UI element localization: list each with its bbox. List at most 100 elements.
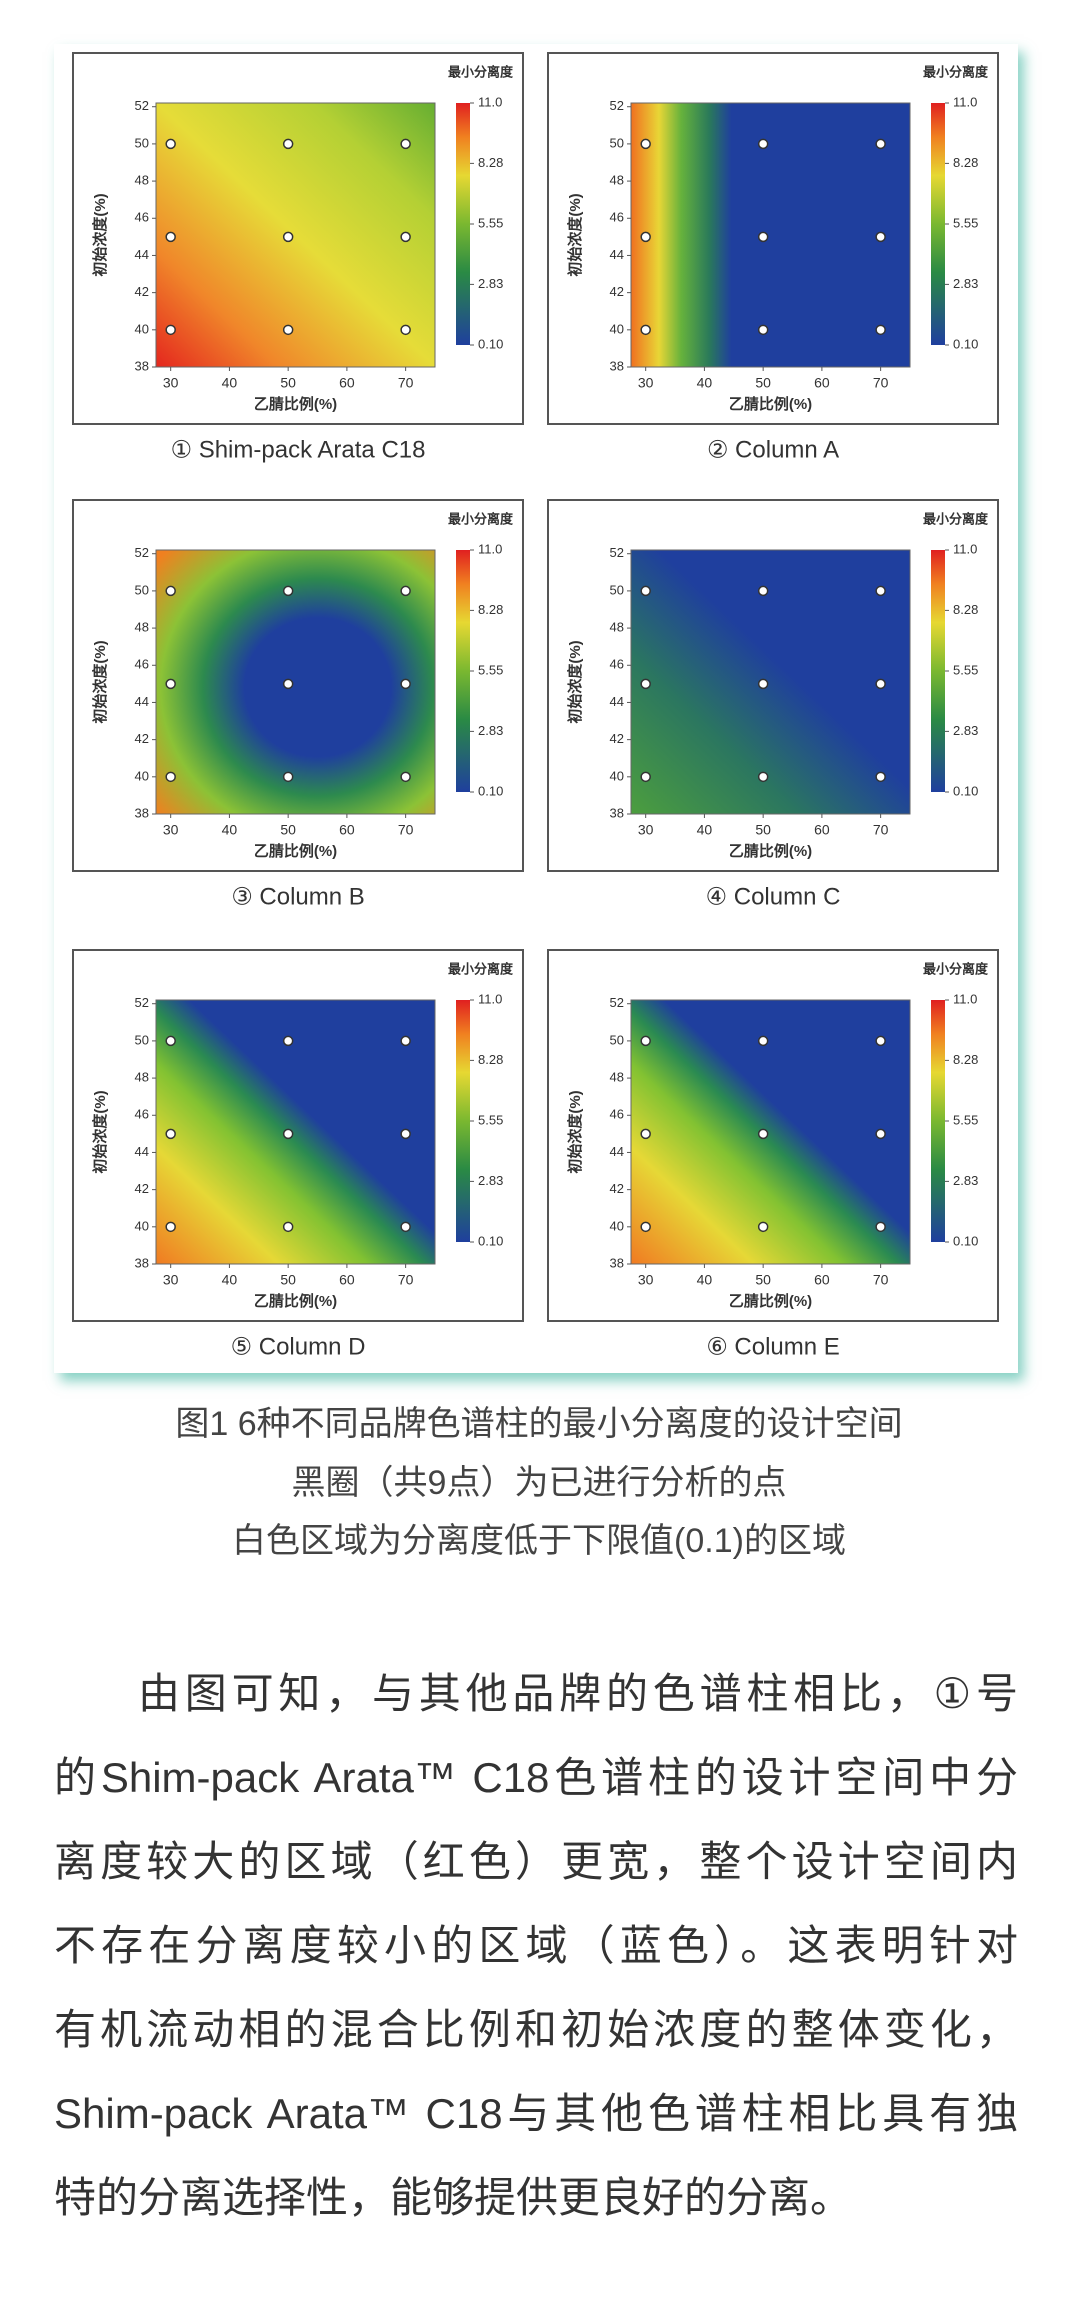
panel-label: ⑤ Column D [231,1333,366,1360]
y-tick-label: 46 [610,1107,624,1122]
paragraph-line: 由图可知，与其他品牌的色谱柱相比，①号 [138,1670,1018,1717]
x-tick-label: 70 [873,822,889,838]
y-tick-label: 42 [135,731,149,746]
analysis-point [757,678,769,690]
panel-label: ③ Column B [231,883,365,910]
plot-frame [155,999,436,1265]
analysis-point [875,1128,886,1140]
x-tick-label: 30 [638,1272,654,1288]
x-axis-label: 乙腈比例(%) [254,395,337,413]
y-tick-label: 52 [610,995,624,1010]
colorbar-tick-label: 0.10 [953,783,978,798]
analysis-point [400,1221,411,1233]
y-tick-label: 46 [135,657,149,672]
colorbar-tick-label: 0.10 [478,783,503,798]
analysis-point [400,138,411,150]
y-axis-label: 初始浓度(%) [566,193,584,276]
colorbar-tick-label: 11.0 [478,94,502,109]
analysis-point [282,1128,294,1140]
analysis-point [165,138,176,150]
colorbar-tick-label: 2.83 [478,276,503,291]
y-tick-label: 50 [610,1032,624,1047]
x-tick-label: 50 [755,375,771,391]
x-tick-label: 70 [398,1272,414,1288]
y-tick-label: 52 [610,98,624,113]
colorbar-tick-label: 8.28 [478,155,503,170]
heatmap-field [631,1000,910,1264]
y-tick-label: 52 [610,545,624,560]
x-tick-label: 60 [339,1272,355,1288]
colorbar [456,550,470,792]
x-tick-label: 30 [163,1272,179,1288]
y-tick-label: 48 [610,620,624,635]
analysis-point [165,678,176,690]
colorbar-tick-label: 8.28 [953,1052,978,1067]
y-tick-label: 40 [135,1218,149,1233]
x-tick-label: 60 [814,822,830,838]
colorbar-tick-label: 5.55 [478,1112,503,1127]
x-tick-label: 70 [873,375,889,391]
y-tick-label: 38 [610,805,624,820]
colorbar [456,1000,470,1242]
paragraph-line: 离度较大的区域（红色）更宽，整个设计空间内 [54,1838,1018,1885]
colorbar-tick-label: 11.0 [953,541,977,556]
analysis-point [875,1221,886,1233]
y-tick-label: 50 [610,582,624,597]
analysis-point [400,1035,411,1047]
colorbar-tick-label: 8.28 [478,602,503,617]
y-tick-label: 50 [135,582,149,597]
heatmap-field [156,1000,435,1264]
analysis-point [282,324,294,336]
analysis-point [640,1221,651,1233]
y-tick-label: 38 [135,358,149,373]
paragraph-line: 有机流动相的混合比例和初始浓度的整体变化， [54,2006,1018,2053]
analysis-point [282,1035,294,1047]
plot-frame [155,102,436,368]
colorbar-tick-label: 5.55 [953,1112,978,1127]
analysis-point [282,231,294,243]
colorbar-tick-label: 8.28 [953,155,978,170]
colorbar [931,103,945,345]
analysis-point [640,231,651,243]
paragraph-line: 不存在分离度较小的区域（蓝色）。这表明针对 [54,1922,1018,1969]
paragraph-line: 特的分离选择性，能够提供更良好的分离。 [54,2174,853,2221]
colorbar-tick-label: 2.83 [478,723,503,738]
x-tick-label: 40 [222,1272,238,1288]
x-tick-label: 30 [163,375,179,391]
x-axis-label: 乙腈比例(%) [729,842,812,860]
analysis-point [640,138,651,150]
y-tick-label: 44 [610,1144,624,1159]
colorbar-tick-label: 0.10 [478,1233,503,1248]
analysis-point [875,138,886,150]
analysis-point [757,231,769,243]
paragraph-line: Shim-pack Arata™ C18与其他色谱柱相比具有独 [54,2090,1018,2137]
analysis-point [757,771,769,783]
y-tick-label: 50 [135,1032,149,1047]
analysis-point [165,1221,176,1233]
caption-line: 图1 6种不同品牌色谱柱的最小分离度的设计空间 [175,1405,903,1443]
colorbar-tick-label: 0.10 [953,336,978,351]
caption-line: 白色区域为分离度低于下限值(0.1)的区域 [232,1522,846,1560]
y-tick-label: 50 [610,135,624,150]
analysis-point [757,1221,769,1233]
analysis-point [875,585,886,597]
y-tick-label: 40 [135,321,149,336]
y-tick-label: 40 [610,321,624,336]
plot-frame [630,999,911,1265]
y-tick-label: 46 [135,1107,149,1122]
analysis-point [875,771,886,783]
x-tick-label: 30 [163,822,179,838]
y-tick-label: 50 [135,135,149,150]
analysis-point [282,585,294,597]
paragraph: 由图可知，与其他品牌的色谱柱相比，①号 的Shim-pack Arata™ C18… [54,1652,1018,2240]
colorbar-title: 最小分离度 [923,511,989,526]
colorbar-tick-label: 2.83 [953,276,978,291]
colorbar-tick-label: 2.83 [953,723,978,738]
analysis-point [640,324,651,336]
analysis-point [640,678,651,690]
x-tick-label: 60 [339,822,355,838]
analysis-point [165,1035,176,1047]
y-tick-label: 42 [610,284,624,299]
x-tick-label: 40 [222,375,238,391]
